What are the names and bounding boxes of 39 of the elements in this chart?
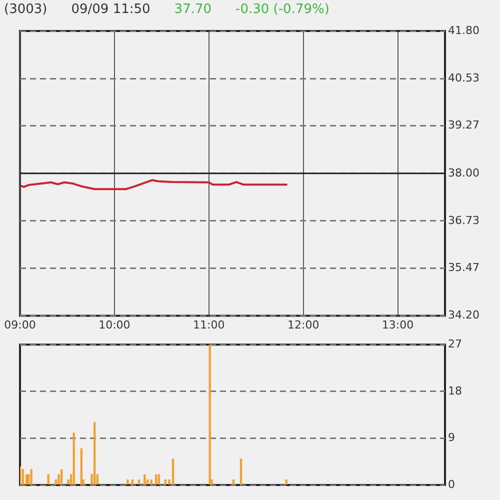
y-tick-label: 36.73: [448, 214, 480, 227]
bar: [285, 479, 288, 485]
x-tick-label: 13:00: [382, 318, 414, 332]
y-tick-label: 39.27: [448, 118, 480, 132]
bar: [164, 479, 167, 485]
chart-subtitle: 09/09 11:50: [71, 2, 150, 17]
bar: [47, 474, 50, 485]
bar: [208, 344, 211, 485]
bar: [60, 469, 63, 485]
bar: [138, 479, 140, 485]
bar: [232, 479, 235, 485]
y-tick-label: 0: [448, 478, 455, 491]
y-tick-label: 27: [448, 337, 462, 350]
y-tick-label: 35.47: [448, 261, 480, 274]
bar: [94, 422, 96, 485]
x-tick-label: 12:00: [287, 318, 320, 332]
text: -0.30 (-0.79%): [236, 2, 330, 17]
bar: [30, 469, 32, 485]
x-tick-label: 10:00: [98, 318, 130, 332]
bar: [72, 432, 75, 485]
chart-title: (3003): [4, 2, 48, 17]
bar: [158, 474, 160, 485]
x-tick-label: 11:00: [193, 318, 225, 332]
bar: [126, 479, 129, 485]
bar: [144, 474, 146, 485]
y-tick-label: 41.80: [448, 24, 480, 37]
bar: [172, 458, 174, 485]
text: 37.70: [174, 2, 212, 17]
y-tick-label: 34.20: [448, 308, 480, 322]
y-tick-label: 38.00: [448, 166, 480, 180]
x-tick-label: 09:00: [4, 318, 36, 332]
bar: [154, 474, 158, 485]
bar: [22, 469, 24, 485]
y-tick-label: 9: [448, 431, 455, 444]
bar: [240, 458, 242, 485]
bar: [150, 479, 152, 485]
bar: [131, 479, 134, 485]
y-tick-label: 18: [448, 384, 462, 398]
y-tick-label: 40.53: [448, 71, 480, 84]
